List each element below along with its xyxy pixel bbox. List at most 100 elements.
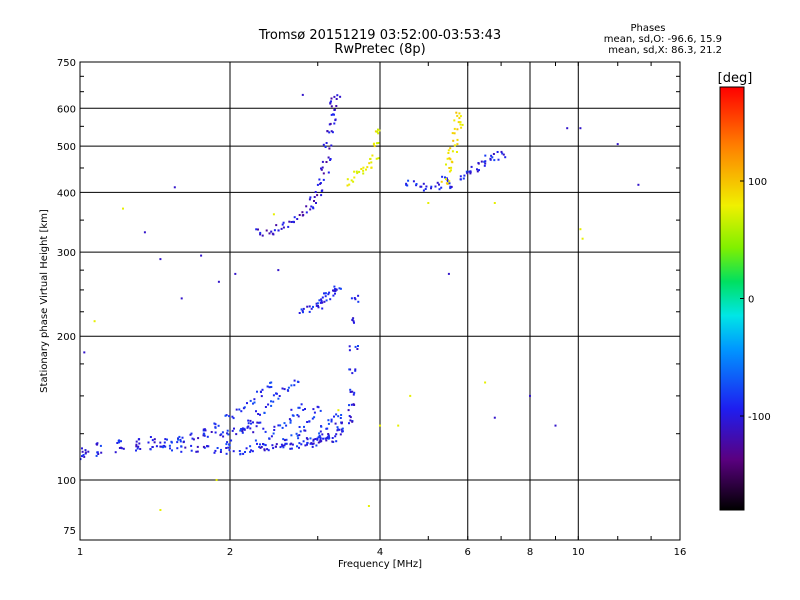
echo-point: [309, 442, 312, 445]
echo-point: [323, 292, 325, 295]
echo-point: [242, 452, 245, 455]
echo-point: [324, 295, 327, 298]
echo-point: [375, 157, 378, 160]
echo-point: [297, 415, 300, 418]
echo-point: [329, 298, 332, 301]
echo-point: [231, 429, 234, 432]
echo-point: [279, 446, 282, 449]
echo-point: [320, 190, 323, 192]
echo-point: [317, 305, 319, 307]
echo-point: [319, 436, 322, 439]
echo-point: [300, 308, 303, 311]
echo-point: [362, 172, 365, 175]
echo-point: [320, 300, 323, 303]
echo-point: [456, 114, 459, 117]
echo-point: [492, 153, 495, 155]
echo-point: [453, 127, 456, 130]
echo-point: [448, 170, 451, 173]
echo-point: [259, 443, 261, 446]
echo-point: [377, 142, 380, 144]
echo-point: [143, 231, 146, 234]
echo-point: [317, 306, 320, 309]
echo-point: [202, 445, 205, 448]
echo-point: [339, 95, 342, 98]
echo-point: [281, 223, 284, 226]
echo-point: [310, 205, 313, 208]
echo-point: [181, 436, 184, 439]
echo-point: [321, 296, 324, 299]
echo-point: [327, 433, 330, 435]
echo-point: [190, 449, 193, 452]
echo-point: [447, 152, 450, 154]
echo-point: [262, 427, 265, 430]
echo-point: [350, 297, 353, 300]
echo-point: [82, 454, 85, 456]
echo-point: [270, 400, 272, 403]
echo-point: [422, 182, 425, 185]
echo-point: [272, 213, 275, 216]
echo-point: [249, 427, 252, 430]
echo-point: [207, 445, 210, 448]
echo-point: [368, 162, 371, 165]
echo-point: [449, 147, 452, 150]
echo-point: [365, 168, 367, 171]
echo-point: [456, 151, 458, 153]
echo-point: [354, 298, 357, 301]
echo-point: [213, 422, 216, 425]
echo-point: [249, 445, 252, 448]
echo-point: [179, 438, 182, 441]
echo-point: [83, 351, 86, 354]
echo-point: [371, 154, 374, 157]
echo-point: [348, 422, 350, 425]
echo-point: [372, 143, 375, 146]
echo-point: [351, 372, 354, 375]
echo-point: [270, 230, 273, 233]
echo-point: [321, 160, 324, 163]
echo-point: [81, 455, 83, 458]
echo-point: [225, 452, 228, 455]
echo-point: [337, 415, 340, 418]
echo-point: [135, 443, 138, 446]
echo-point: [339, 287, 342, 290]
colorbar-ticks: 100 0 -100: [740, 177, 771, 423]
echo-point: [257, 228, 259, 231]
echo-point: [298, 442, 301, 445]
echo-point: [348, 345, 351, 348]
y-tick-label: 400: [57, 188, 76, 199]
echo-point: [446, 182, 449, 185]
echo-point: [311, 443, 314, 446]
echo-point: [333, 113, 335, 116]
echo-point: [330, 130, 333, 133]
echo-point: [213, 451, 216, 454]
echo-point: [358, 170, 361, 173]
echo-point: [322, 172, 325, 175]
echo-point: [255, 425, 258, 428]
echo-point: [316, 194, 319, 197]
echo-point: [221, 431, 224, 434]
echo-point: [333, 285, 336, 288]
echo-point: [337, 409, 340, 412]
echo-point: [333, 108, 336, 111]
echo-point: [184, 446, 187, 449]
echo-point: [320, 298, 323, 301]
echo-point: [579, 228, 582, 231]
echo-point: [290, 408, 293, 411]
echo-point: [333, 122, 336, 125]
echo-point: [330, 97, 333, 100]
echo-point: [257, 421, 260, 424]
echo-point: [196, 445, 199, 448]
echo-point: [280, 443, 283, 446]
echo-point: [350, 403, 353, 406]
echo-point: [312, 438, 315, 441]
echo-point: [249, 399, 252, 402]
echo-point: [441, 175, 444, 178]
echo-point: [259, 421, 262, 424]
echo-point: [282, 221, 285, 224]
echo-point: [420, 185, 423, 188]
echo-point: [216, 447, 219, 449]
echo-point: [462, 177, 465, 180]
y-axis-label: Stationary phase Virtual Height [km]: [39, 209, 50, 393]
echo-point: [264, 430, 267, 433]
echo-point: [320, 167, 322, 170]
echo-point: [170, 440, 173, 443]
